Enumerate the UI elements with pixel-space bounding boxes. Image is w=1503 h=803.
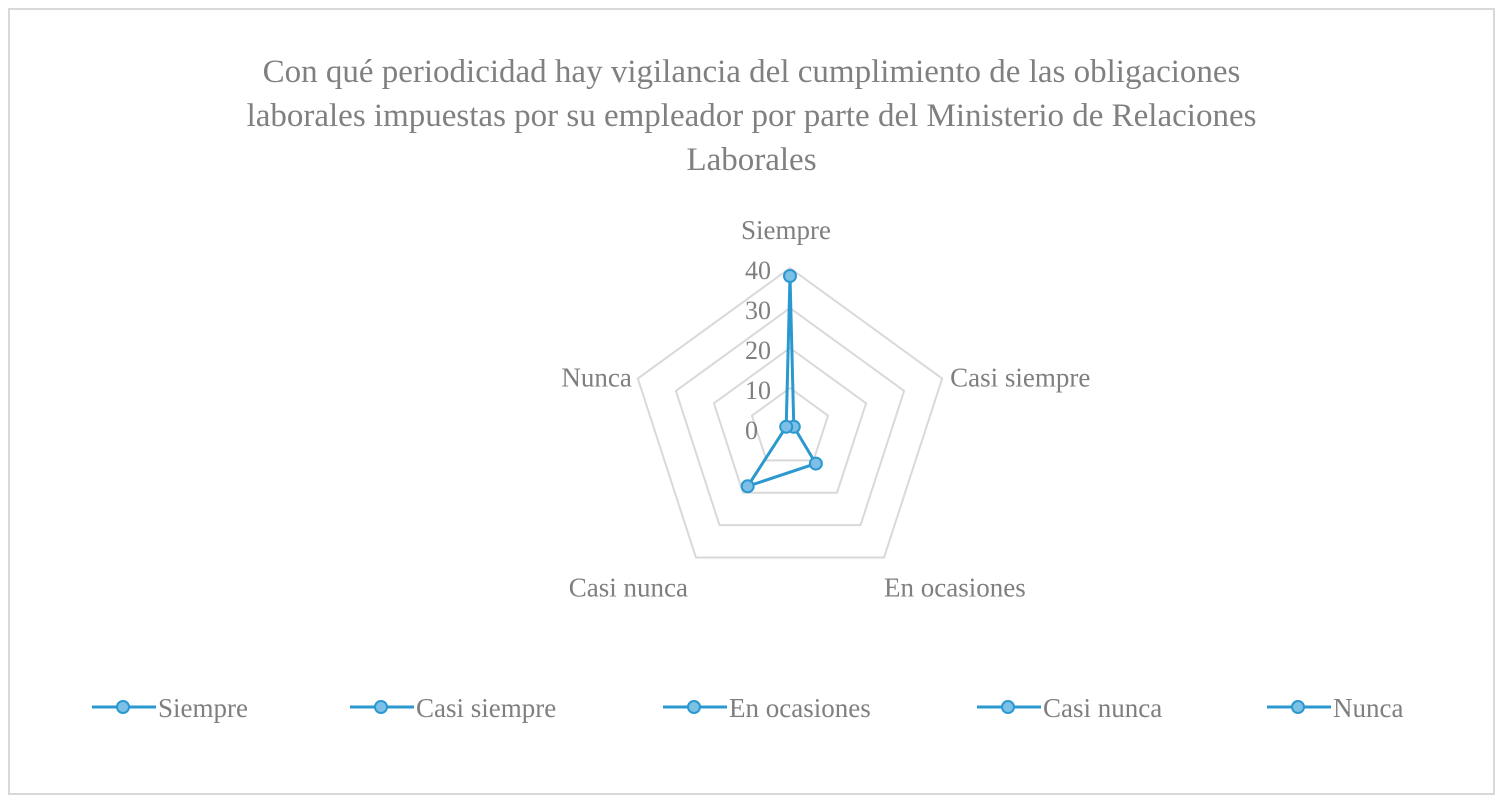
legend-marker-icon: [92, 700, 156, 714]
legend-item: Casi nunca: [977, 688, 1162, 728]
chart-title-line-1: Con qué periodicidad hay vigilancia del …: [262, 54, 1241, 90]
axis-tick-label: 10: [745, 376, 771, 405]
data-point: [779, 419, 794, 434]
data-point: [740, 479, 755, 494]
axis-tick-label: 30: [745, 296, 771, 325]
axis-tick-label: 0: [745, 416, 758, 445]
chart-title: Con qué periodicidad hay vigilancia del …: [0, 50, 1503, 182]
legend-label: Casi siempre: [416, 692, 557, 723]
axis-tick-label: 20: [745, 336, 771, 365]
legend-item: Nunca: [1267, 688, 1403, 728]
data-point: [808, 456, 823, 471]
series-line: [746, 274, 818, 488]
grid-ring-2: [712, 346, 868, 494]
legend-label: Nunca: [1333, 692, 1404, 723]
legend-label: Casi nunca: [1043, 692, 1163, 723]
data-point: [783, 269, 797, 283]
grid-ring-4: [636, 266, 944, 559]
legend-marker-icon: [977, 700, 1041, 714]
grid-ring-3: [674, 306, 906, 527]
axis-tick-label: 40: [745, 256, 771, 285]
legend-marker-icon: [1267, 700, 1331, 714]
legend-marker-icon: [350, 700, 414, 714]
chart-title-line-2: laborales impuestas por su empleador por…: [246, 98, 1257, 134]
grid-ring-1: [750, 386, 830, 462]
category-label: Siempre: [741, 215, 831, 245]
chart-title-line-3: Laborales: [686, 142, 817, 178]
chart-legend: Siempre Casi siempre En ocasiones Casi nunc…: [0, 688, 1503, 728]
category-label: Casi nunca: [569, 572, 688, 602]
legend-item: En ocasiones: [663, 688, 871, 728]
chart-frame: [8, 8, 1495, 795]
category-label: Casi siempre: [950, 363, 1090, 393]
legend-item: Siempre: [92, 688, 248, 728]
legend-label: Siempre: [158, 692, 248, 723]
category-label: En ocasiones: [884, 572, 1026, 602]
category-label: Nunca: [561, 363, 631, 393]
legend-marker-icon: [663, 700, 727, 714]
legend-item: Casi siempre: [350, 688, 556, 728]
legend-label: En ocasiones: [729, 692, 871, 723]
